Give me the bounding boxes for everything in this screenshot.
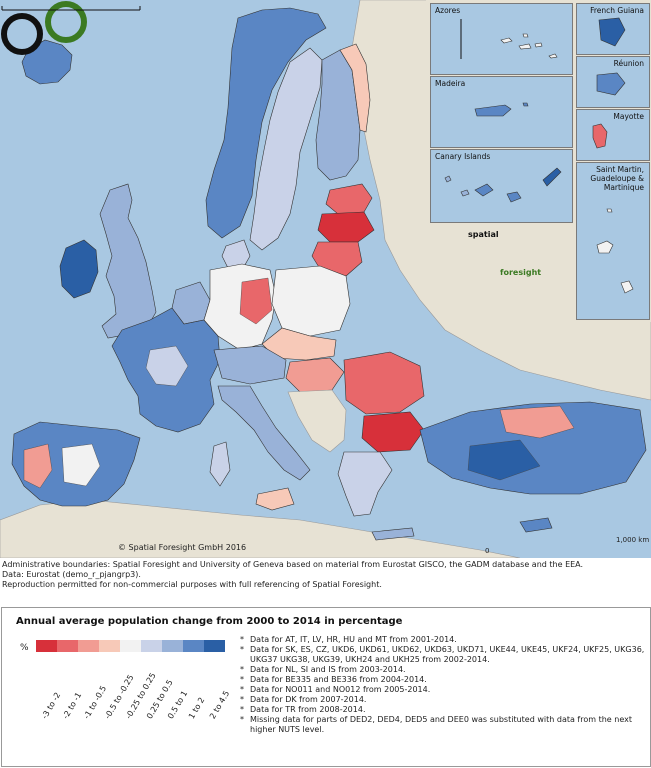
legend-class-label: 2 to 4.5: [208, 689, 232, 721]
inset-mayotte: Mayotte: [576, 109, 650, 161]
legend-note: Data for SK, ES, CZ, UKD6, UKD61, UKD62,…: [240, 645, 645, 665]
alpine-region: [213, 345, 287, 385]
scale-bar-zero: 0: [485, 547, 490, 555]
legend-class-label: -3 to -2: [40, 690, 63, 721]
mayotte: [592, 123, 608, 149]
canary-islands: [444, 167, 562, 203]
legend-note: Data for TR from 2008-2014.: [240, 705, 645, 715]
inset-caribbean-label: Saint Martin, Guadeloupe & Martinique: [590, 165, 644, 192]
legend-note: Data for BE335 and BE336 from 2004-2014.: [240, 675, 645, 685]
map-copyright: © Spatial Foresight GmbH 2016: [118, 543, 247, 552]
turkey-north: [499, 405, 575, 439]
italy: [217, 385, 311, 481]
great-britain: [99, 183, 157, 339]
inset-azores-label: Azores: [435, 6, 461, 15]
sardinia: [209, 441, 231, 487]
turkey-centre: [467, 439, 541, 481]
legend-swatch: [120, 640, 141, 652]
scale-bar: [1, 6, 141, 11]
spatial-foresight-logo: [1, 1, 87, 55]
latvia: [317, 211, 375, 243]
reunion: [596, 72, 626, 96]
legend-unit: %: [20, 643, 29, 653]
inset-mayotte-label: Mayotte: [613, 112, 644, 121]
legend-notes: Data for AT, IT, LV, HR, HU and MT from …: [240, 635, 645, 735]
legend-note: Data for AT, IT, LV, HR, HU and MT from …: [240, 635, 645, 645]
inset-reunion: Réunion: [576, 56, 650, 108]
france-centre: [145, 345, 189, 387]
legend-swatch: [204, 640, 225, 652]
legend-note: Missing data for parts of DED2, DED4, DE…: [240, 715, 645, 735]
sicily: [255, 487, 295, 511]
germany-east: [239, 277, 273, 325]
finland-east: [339, 43, 371, 133]
estonia: [325, 183, 373, 215]
french-guiana: [598, 17, 626, 47]
inset-canary-label: Canary Islands: [435, 152, 491, 161]
legend-note: Data for NL, SI and IS from 2003-2014.: [240, 665, 645, 675]
iberia-centre: [61, 443, 101, 487]
legend-class-label: -2 to -1: [61, 690, 84, 721]
legend-swatch: [162, 640, 183, 652]
inset-reunion-label: Réunion: [613, 59, 644, 68]
credits-data: Data: Eurostat (demo_r_pjangrp3).: [2, 570, 141, 579]
balkans-west: [287, 389, 347, 453]
logo-text-foresight: foresight: [500, 268, 542, 277]
inset-azores: Azores: [430, 3, 573, 75]
legend-swatch: [57, 640, 78, 652]
legend-class-label: 1 to 2: [187, 695, 207, 721]
non-eu-land-africa: [0, 499, 521, 558]
ireland: [59, 239, 99, 299]
legend-swatch: [141, 640, 162, 652]
legend-swatch: [183, 640, 204, 652]
iberia-interior: [23, 443, 53, 489]
legend-swatch: [78, 640, 99, 652]
legend-swatch: [36, 640, 57, 652]
logo-text-spatial: spatial: [468, 230, 499, 239]
inset-madeira: Madeira: [430, 76, 573, 148]
scale-bar-label: 1,000 km: [616, 536, 650, 544]
legend-note: Data for DK from 2007-2014.: [240, 695, 645, 705]
hungary: [285, 357, 345, 393]
legend-swatch: [99, 640, 120, 652]
poland: [271, 265, 351, 337]
credits-reproduction: Reproduction permitted for non-commercia…: [2, 580, 382, 589]
map-canvas: Azores Madeira Canary Islands French Gui…: [0, 0, 651, 558]
legend-title: Annual average population change from 20…: [16, 616, 403, 627]
azores-islands: [460, 19, 558, 59]
inset-french-guiana: French Guiana: [576, 3, 650, 55]
inset-madeira-label: Madeira: [435, 79, 466, 88]
inset-canary-islands: Canary Islands: [430, 149, 573, 223]
inset-french-guiana-label: French Guiana: [590, 6, 644, 15]
madeira-island: [474, 102, 529, 117]
legend: Annual average population change from 20…: [1, 607, 651, 767]
map-credits: Administrative boundaries: Spatial Fores…: [2, 560, 642, 590]
caribbean-islands: [596, 208, 634, 294]
bulgaria: [361, 411, 425, 453]
credits-boundaries: Administrative boundaries: Spatial Fores…: [2, 560, 584, 569]
inset-caribbean: Saint Martin, Guadeloupe & Martinique: [576, 162, 650, 320]
legend-note: Data for NO011 and NO012 from 2005-2014.: [240, 685, 645, 695]
iceland: [21, 39, 73, 85]
romania: [343, 351, 425, 415]
cyprus: [519, 517, 553, 533]
norway: [205, 7, 327, 239]
sweden: [249, 47, 323, 251]
crete: [371, 527, 415, 541]
greece: [337, 451, 393, 517]
